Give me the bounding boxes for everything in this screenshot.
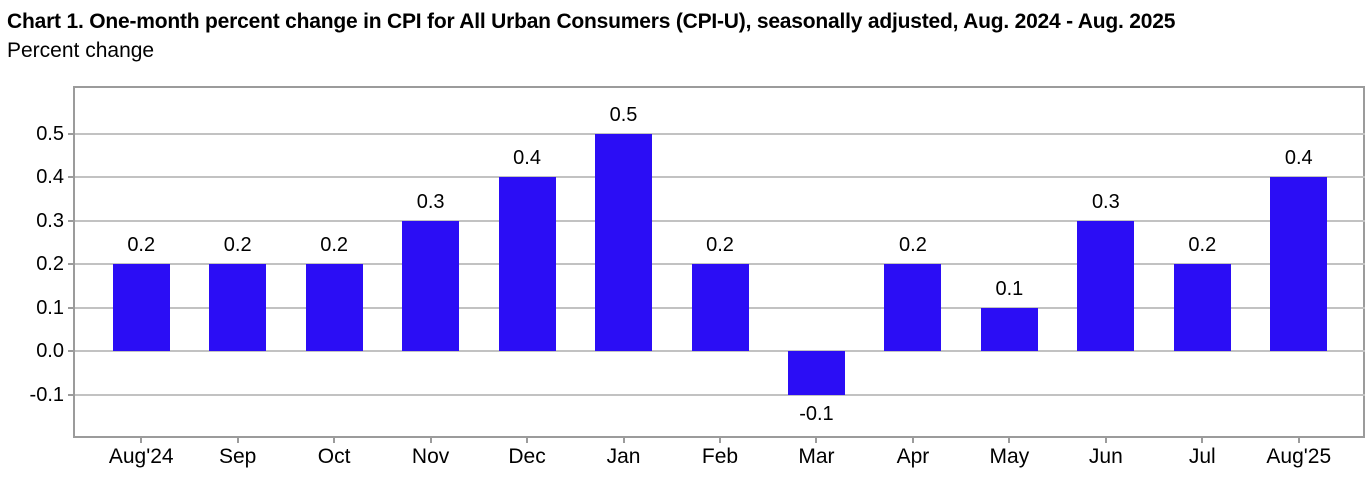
bar-value-label: 0.3 (1091, 190, 1120, 213)
y-axis-tick-label: -0.1 (29, 383, 64, 406)
y-gridline (75, 132, 1365, 135)
x-axis-tick-label: Aug'24 (108, 445, 174, 468)
y-axis-tick (68, 132, 75, 135)
y-gridline (75, 350, 1365, 353)
chart-title: Chart 1. One-month percent change in CPI… (7, 10, 1176, 33)
x-axis-tick (429, 438, 432, 443)
bar-value-label: 0.2 (706, 234, 734, 257)
x-axis-tick (911, 438, 914, 443)
y-axis-tick-label: 0.5 (36, 122, 64, 145)
bar-Mar (787, 351, 845, 395)
x-axis-tick-label: Mar (798, 445, 835, 468)
bar-Aug'25 (1270, 177, 1328, 352)
bar-value-label: 0.3 (416, 190, 445, 213)
x-axis-tick-label: Apr (896, 445, 930, 468)
chart-y-axis-unit-label: Percent change (7, 39, 155, 62)
y-axis-tick (68, 306, 75, 309)
bar-Jul (1173, 264, 1231, 352)
bar-Jan (595, 133, 653, 352)
bar-Aug'24 (112, 264, 170, 352)
bar-Apr (884, 264, 942, 352)
x-axis-tick (815, 438, 818, 443)
bar-value-label: 0.5 (609, 103, 638, 126)
bar-value-label: 0.4 (1284, 147, 1313, 170)
y-gridline (75, 219, 1365, 222)
x-axis-tick (236, 438, 239, 443)
bar-Feb (691, 264, 749, 352)
x-axis-tick (140, 438, 143, 443)
bar-value-label: 0.4 (513, 147, 541, 170)
x-axis-tick (1104, 438, 1107, 443)
y-axis-tick-label: 0.1 (36, 296, 64, 319)
x-axis-tick (333, 438, 336, 443)
y-axis-tick (68, 350, 75, 353)
plot-area (73, 86, 1365, 438)
x-axis-tick-label: Sep (219, 445, 257, 468)
bar-Nov (402, 220, 460, 352)
y-axis-tick-label: 0.2 (36, 253, 64, 276)
x-axis-tick (1008, 438, 1011, 443)
x-axis-tick (622, 438, 625, 443)
x-axis-tick-label: Jul (1188, 445, 1216, 468)
x-axis-tick-label: Aug'25 (1266, 445, 1332, 468)
x-axis-tick (1297, 438, 1300, 443)
bar-Jun (1077, 220, 1135, 352)
x-axis-tick (526, 438, 529, 443)
y-axis-tick-label: 0.0 (36, 340, 64, 363)
x-axis-tick-label: Nov (411, 445, 450, 468)
bar-value-label: 0.2 (1188, 234, 1217, 257)
y-axis-tick-label: 0.3 (36, 209, 64, 232)
bar-value-label: 0.2 (127, 234, 156, 257)
bar-value-label: 0.2 (899, 234, 927, 257)
y-axis-tick (68, 176, 75, 179)
y-axis-tick (68, 263, 75, 266)
x-axis-tick (1201, 438, 1204, 443)
y-gridline (75, 393, 1365, 396)
bar-Sep (209, 264, 267, 352)
x-axis-tick (719, 438, 721, 443)
x-axis-tick-label: Jan (606, 445, 641, 468)
bar-value-label: -0.1 (799, 402, 834, 425)
bar-value-label: 0.2 (223, 234, 252, 257)
x-axis-tick-label: Feb (701, 445, 739, 468)
x-axis-tick-label: Jun (1088, 445, 1123, 468)
x-axis-tick-label: Oct (317, 445, 351, 468)
y-gridline (75, 176, 1365, 179)
y-axis-tick (68, 393, 75, 396)
y-axis-tick-label: 0.4 (36, 166, 64, 189)
bar-value-label: 0.1 (995, 277, 1024, 300)
bar-Dec (498, 177, 556, 352)
x-axis-tick-label: Dec (508, 445, 546, 468)
bar-May (980, 307, 1038, 352)
y-axis-tick (68, 219, 75, 222)
bar-Oct (305, 264, 363, 352)
bar-value-label: 0.2 (320, 234, 349, 257)
x-axis-tick-label: May (989, 445, 1030, 468)
